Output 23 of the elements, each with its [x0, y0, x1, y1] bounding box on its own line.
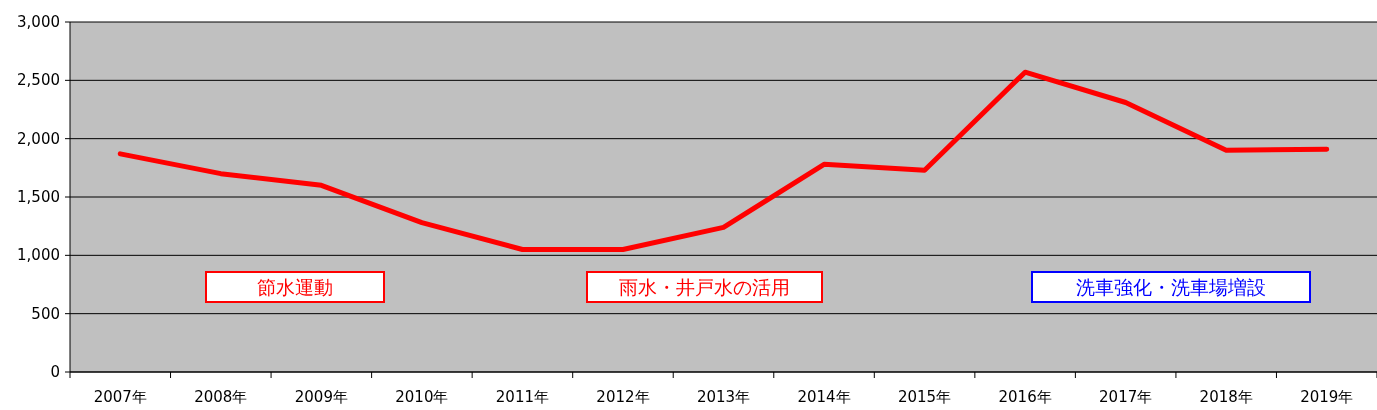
y-tick-label: 2,000 [17, 129, 60, 148]
y-tick-label: 3,000 [17, 13, 60, 31]
x-tick-label: 2008年 [194, 388, 248, 406]
x-tick-label: 2015年 [897, 388, 952, 406]
y-tick-label: 500 [31, 304, 60, 323]
x-tick-label: 2016年 [998, 388, 1052, 406]
x-tick-label: 2010年 [395, 388, 449, 406]
x-tick-label: 2013年 [696, 388, 751, 406]
y-tick-label: 1,000 [17, 246, 60, 265]
y-tick-label: 1,500 [17, 188, 60, 206]
x-tick-label: 2009年 [294, 388, 348, 406]
x-tick-label: 2018年 [1199, 388, 1253, 406]
annotation: 雨水・井戸水の活用 [619, 276, 790, 298]
x-tick-label: 2017年 [1099, 388, 1153, 406]
y-tick-label: 2,500 [17, 71, 60, 90]
x-tick-label: 2014年 [797, 388, 851, 406]
y-tick-label: 0 [50, 363, 60, 381]
x-tick-label: 2007年 [93, 388, 147, 406]
x-tick-label: 2012年 [596, 388, 650, 406]
annotation: 洗車強化・洗車場増設 [1076, 276, 1266, 298]
annotation: 節水運動 [257, 276, 333, 298]
x-tick-label: 2011年 [495, 388, 550, 406]
x-tick-label: 2019年 [1300, 388, 1354, 406]
